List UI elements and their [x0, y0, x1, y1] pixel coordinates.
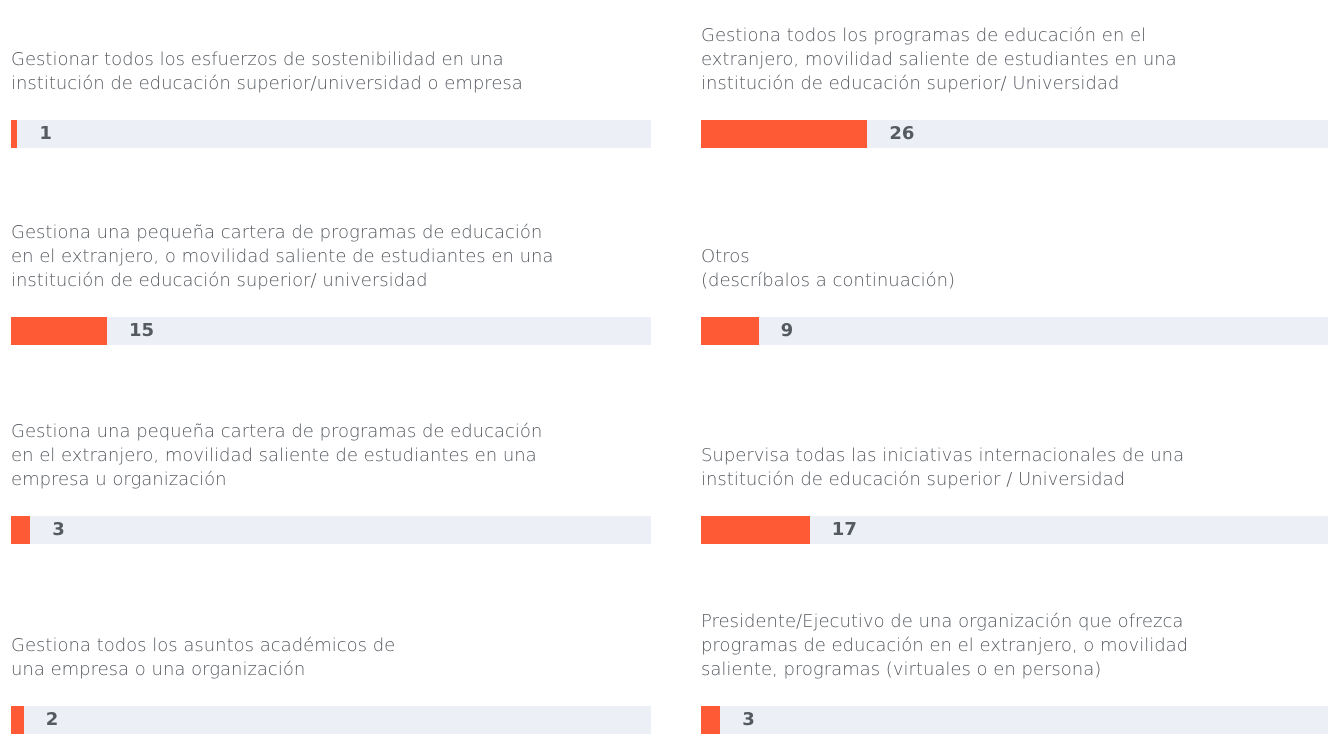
category-label: Supervisa todas las iniciativas internac… — [701, 445, 1185, 490]
category-label: Gestiona todos los programas de educació… — [701, 25, 1177, 94]
bar — [701, 516, 810, 544]
category-label: Gestiona una pequeña cartera de programa… — [11, 222, 554, 291]
value-label: 2 — [45, 709, 59, 730]
bar-track: 17 — [701, 516, 1328, 544]
bar — [701, 120, 868, 148]
bar-track: 15 — [11, 317, 651, 345]
category-label: Presidente/Ejecutivo de una organización… — [701, 611, 1189, 680]
value-label: 9 — [780, 320, 794, 341]
value-label: 3 — [52, 519, 65, 540]
bar — [701, 706, 721, 734]
bar — [11, 120, 18, 148]
bar — [11, 516, 31, 544]
bar — [11, 317, 107, 345]
category-label: Gestiona todos los asuntos académicos de… — [11, 635, 396, 680]
category-label: Gestiona una pequeña cartera de programa… — [11, 421, 543, 490]
value-label: 1 — [39, 123, 52, 144]
bar — [701, 317, 759, 345]
bar — [11, 706, 24, 734]
category-label: Otros (descríbalos a continuación) — [701, 246, 956, 291]
value-label: 3 — [742, 709, 755, 730]
value-label: 17 — [831, 519, 857, 540]
bar-track: 26 — [701, 120, 1328, 148]
bar-track: 3 — [11, 516, 651, 544]
bar-track: 3 — [701, 706, 1328, 734]
category-label: Gestionar todos los esfuerzos de sosteni… — [11, 49, 523, 94]
value-label: 15 — [129, 320, 155, 341]
value-label: 26 — [889, 123, 915, 144]
bar-track: 9 — [701, 317, 1328, 345]
bar-track: 1 — [11, 120, 651, 148]
bar-track: 2 — [11, 706, 651, 734]
